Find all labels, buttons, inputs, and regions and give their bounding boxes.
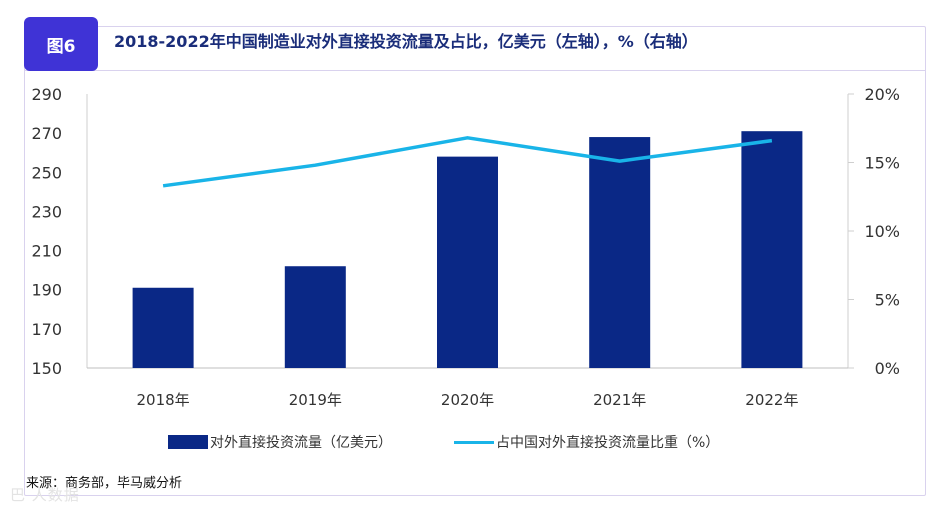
watermark: 巴 人数据 (10, 486, 80, 504)
chart-legend: 对外直接投资流量（亿美元） 占中国对外直接投资流量比重（%） (168, 431, 781, 453)
x-axis-tick-label: 2021年 (593, 391, 646, 409)
legend-label-line: 占中国对外直接投资流量比重（%） (496, 435, 720, 451)
bar-4 (589, 137, 651, 368)
left-axis-tick-label: 190 (31, 281, 62, 300)
bar-series (132, 131, 803, 368)
figure-badge: 图6 (24, 17, 98, 71)
right-axis-tick-label: 15% (864, 154, 900, 173)
bar-2 (284, 266, 346, 368)
right-axis-tick-label: 0% (875, 359, 900, 378)
x-axis-tick-label: 2022年 (745, 391, 798, 409)
source-note: 来源：商务部，毕马威分析 (26, 476, 183, 491)
right-axis-tick-label: 10% (864, 222, 900, 241)
legend-item-bar: 对外直接投资流量（亿美元） (168, 432, 392, 452)
bar-5 (741, 131, 803, 368)
right-axis-tick-label: 20% (864, 85, 900, 104)
left-axis-ticks: 290 270 250 230 210 190 170 150 (31, 85, 62, 378)
x-axis-ticks: 2018年 2019年 2020年 2021年 2022年 (137, 391, 799, 409)
figure-frame (24, 26, 926, 496)
left-axis-tick-label: 150 (31, 359, 62, 378)
left-axis-tick-label: 250 (31, 163, 62, 182)
chart-title: 2018-2022年中国制造业对外直接投资流量及占比，亿美元（左轴），%（右轴） (114, 32, 698, 51)
left-axis-tick-label: 170 (31, 320, 62, 339)
share-line-series (162, 136, 773, 188)
right-axis-ticks: 20% 15% 10% 5% 0% (848, 85, 900, 378)
left-axis-tick-label: 210 (31, 242, 62, 261)
right-axis-tick-label: 5% (875, 291, 900, 310)
left-axis-tick-label: 230 (31, 202, 62, 221)
x-axis-tick-label: 2020年 (441, 391, 494, 409)
x-axis-tick-label: 2019年 (289, 391, 342, 409)
legend-item-line: 占中国对外直接投资流量比重（%） (454, 432, 719, 452)
x-axis-tick-label: 2018年 (137, 391, 190, 409)
bar-1 (132, 287, 194, 368)
legend-swatch-bar (168, 435, 208, 449)
left-axis-tick-label: 290 (31, 85, 62, 104)
legend-swatch-line (454, 440, 494, 444)
header-divider (24, 70, 926, 71)
legend-label-bar: 对外直接投资流量（亿美元） (210, 435, 392, 451)
left-axis-tick-label: 270 (31, 124, 62, 143)
bar-3 (437, 156, 498, 368)
